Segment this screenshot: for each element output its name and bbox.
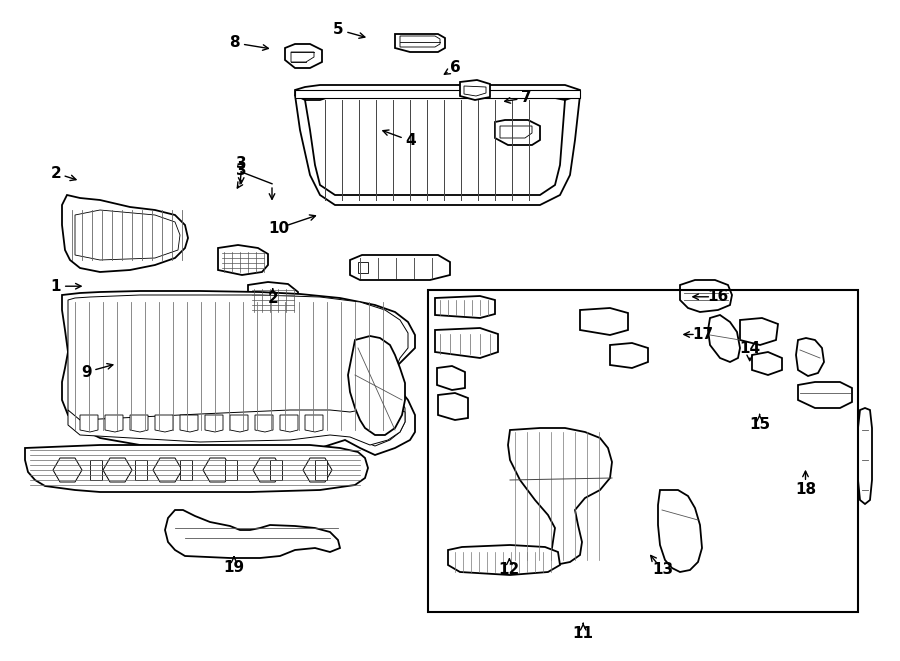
Polygon shape — [130, 415, 148, 432]
Polygon shape — [25, 445, 368, 492]
Polygon shape — [255, 415, 273, 432]
Polygon shape — [218, 245, 268, 275]
Polygon shape — [280, 415, 298, 432]
Polygon shape — [203, 458, 232, 482]
Polygon shape — [315, 460, 327, 480]
Polygon shape — [105, 415, 123, 432]
Polygon shape — [248, 282, 298, 314]
Polygon shape — [798, 382, 852, 408]
Text: 12: 12 — [499, 563, 520, 577]
Text: 17: 17 — [692, 327, 714, 342]
Text: 9: 9 — [81, 365, 92, 379]
Polygon shape — [295, 90, 580, 98]
Polygon shape — [305, 415, 323, 432]
Polygon shape — [358, 262, 368, 273]
Text: 11: 11 — [572, 626, 594, 641]
Bar — [428, 290, 858, 612]
Text: 8: 8 — [230, 36, 240, 50]
Polygon shape — [135, 460, 147, 480]
Polygon shape — [225, 460, 237, 480]
Polygon shape — [438, 393, 468, 420]
Polygon shape — [708, 315, 740, 362]
Polygon shape — [80, 415, 98, 432]
Text: 1: 1 — [50, 279, 61, 293]
Polygon shape — [400, 36, 440, 47]
Polygon shape — [464, 86, 486, 96]
Text: 7: 7 — [521, 91, 532, 105]
Polygon shape — [295, 85, 580, 100]
Polygon shape — [180, 460, 192, 480]
Text: 18: 18 — [795, 482, 816, 496]
Text: 5: 5 — [333, 22, 344, 37]
Polygon shape — [303, 458, 332, 482]
Polygon shape — [495, 120, 540, 145]
Text: 4: 4 — [405, 134, 416, 148]
Polygon shape — [448, 545, 560, 575]
Text: 6: 6 — [450, 60, 461, 75]
Polygon shape — [53, 458, 82, 482]
Polygon shape — [62, 195, 188, 272]
Polygon shape — [68, 405, 405, 445]
Polygon shape — [291, 52, 314, 62]
Text: 16: 16 — [707, 290, 729, 304]
Polygon shape — [395, 34, 445, 52]
Polygon shape — [103, 458, 132, 482]
Polygon shape — [460, 80, 490, 100]
Text: 19: 19 — [223, 560, 245, 574]
Polygon shape — [508, 428, 612, 565]
Polygon shape — [253, 458, 282, 482]
Text: 10: 10 — [268, 221, 290, 235]
Polygon shape — [740, 318, 778, 345]
Polygon shape — [610, 343, 648, 368]
Polygon shape — [435, 296, 495, 318]
Polygon shape — [205, 415, 223, 432]
Polygon shape — [75, 210, 180, 260]
Polygon shape — [348, 336, 405, 435]
Polygon shape — [180, 415, 198, 432]
Polygon shape — [658, 490, 702, 572]
Polygon shape — [752, 352, 782, 375]
Polygon shape — [62, 291, 415, 455]
Polygon shape — [796, 338, 824, 376]
Polygon shape — [90, 460, 102, 480]
Polygon shape — [165, 510, 340, 558]
Polygon shape — [155, 415, 173, 432]
Text: 15: 15 — [749, 417, 770, 432]
Polygon shape — [285, 44, 322, 68]
Polygon shape — [68, 295, 408, 446]
Polygon shape — [153, 458, 182, 482]
Polygon shape — [437, 366, 465, 390]
Polygon shape — [435, 328, 498, 358]
Polygon shape — [350, 255, 450, 280]
Text: 2: 2 — [267, 292, 278, 306]
Polygon shape — [500, 126, 532, 138]
Polygon shape — [680, 280, 732, 312]
Text: 3: 3 — [236, 163, 247, 178]
Text: 2: 2 — [50, 166, 61, 180]
Text: 14: 14 — [739, 341, 760, 356]
Polygon shape — [858, 408, 872, 504]
Polygon shape — [295, 95, 580, 205]
Polygon shape — [270, 460, 282, 480]
Polygon shape — [230, 415, 248, 432]
Polygon shape — [580, 308, 628, 335]
Text: 13: 13 — [652, 563, 673, 577]
Text: 3: 3 — [236, 157, 247, 171]
